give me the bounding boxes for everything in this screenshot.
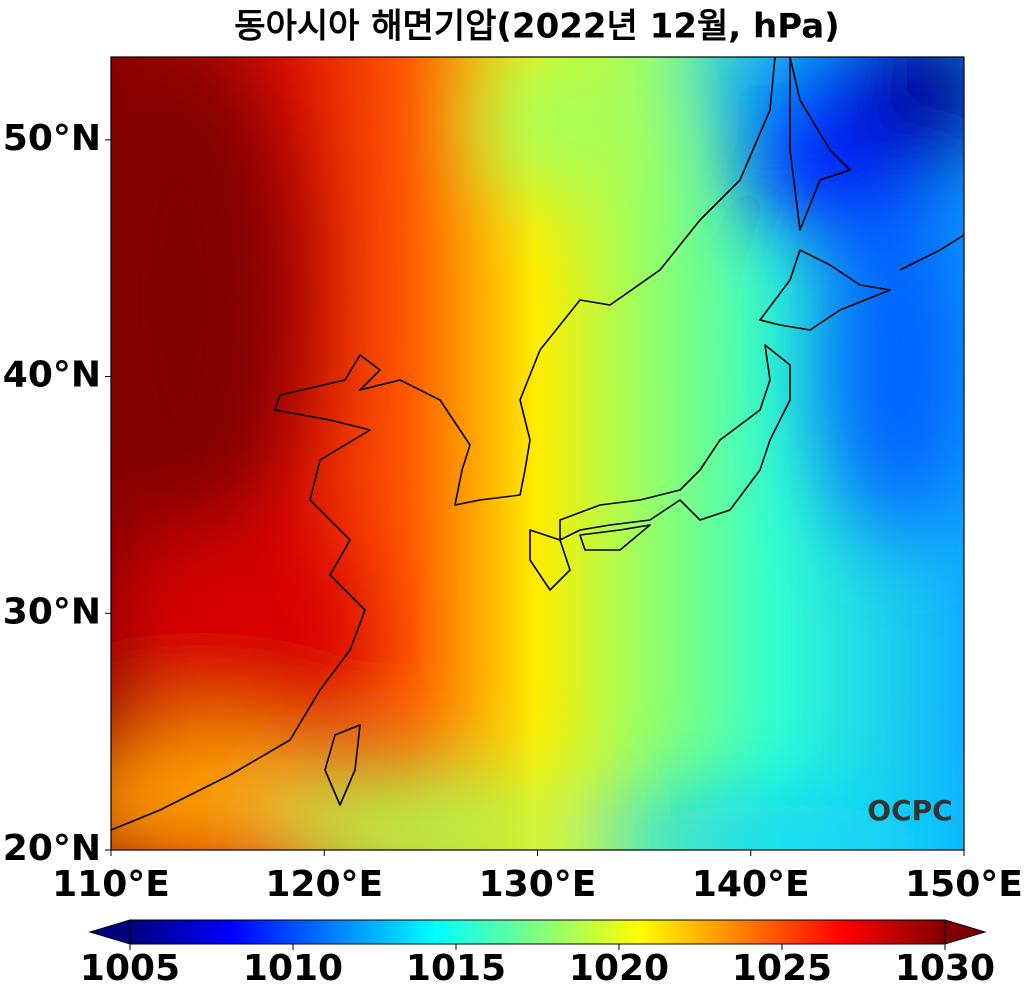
x-tick-label: 140°E (692, 864, 810, 905)
colorbar (129, 919, 946, 945)
colorbar-tick-label: 1030 (895, 948, 995, 989)
colorbar-tick-label: 1025 (732, 948, 832, 989)
colorbar-tick-label: 1005 (80, 948, 180, 989)
pressure-field (111, 57, 964, 850)
y-tick-label: 50°N (3, 118, 101, 159)
title: 동아시아 해면기압(2022년 12월, hPa) (234, 7, 839, 47)
colorbar-tick-label: 1010 (243, 948, 343, 989)
y-tick-label: 30°N (3, 591, 101, 632)
x-tick-label: 120°E (265, 864, 383, 905)
y-tick-label: 40°N (3, 355, 101, 396)
colorbar-extend-low (88, 919, 131, 945)
y-tick-label: 20°N (3, 828, 101, 869)
x-tick-label: 130°E (479, 864, 597, 905)
x-tick-label: 110°E (52, 864, 170, 905)
x-tick-label: 150°E (905, 864, 1023, 905)
watermark: OCPC (867, 794, 952, 827)
colorbar-tick-label: 1020 (569, 948, 669, 989)
colorbar-extend-high (944, 919, 987, 945)
colorbar-tick-label: 1015 (406, 948, 506, 989)
